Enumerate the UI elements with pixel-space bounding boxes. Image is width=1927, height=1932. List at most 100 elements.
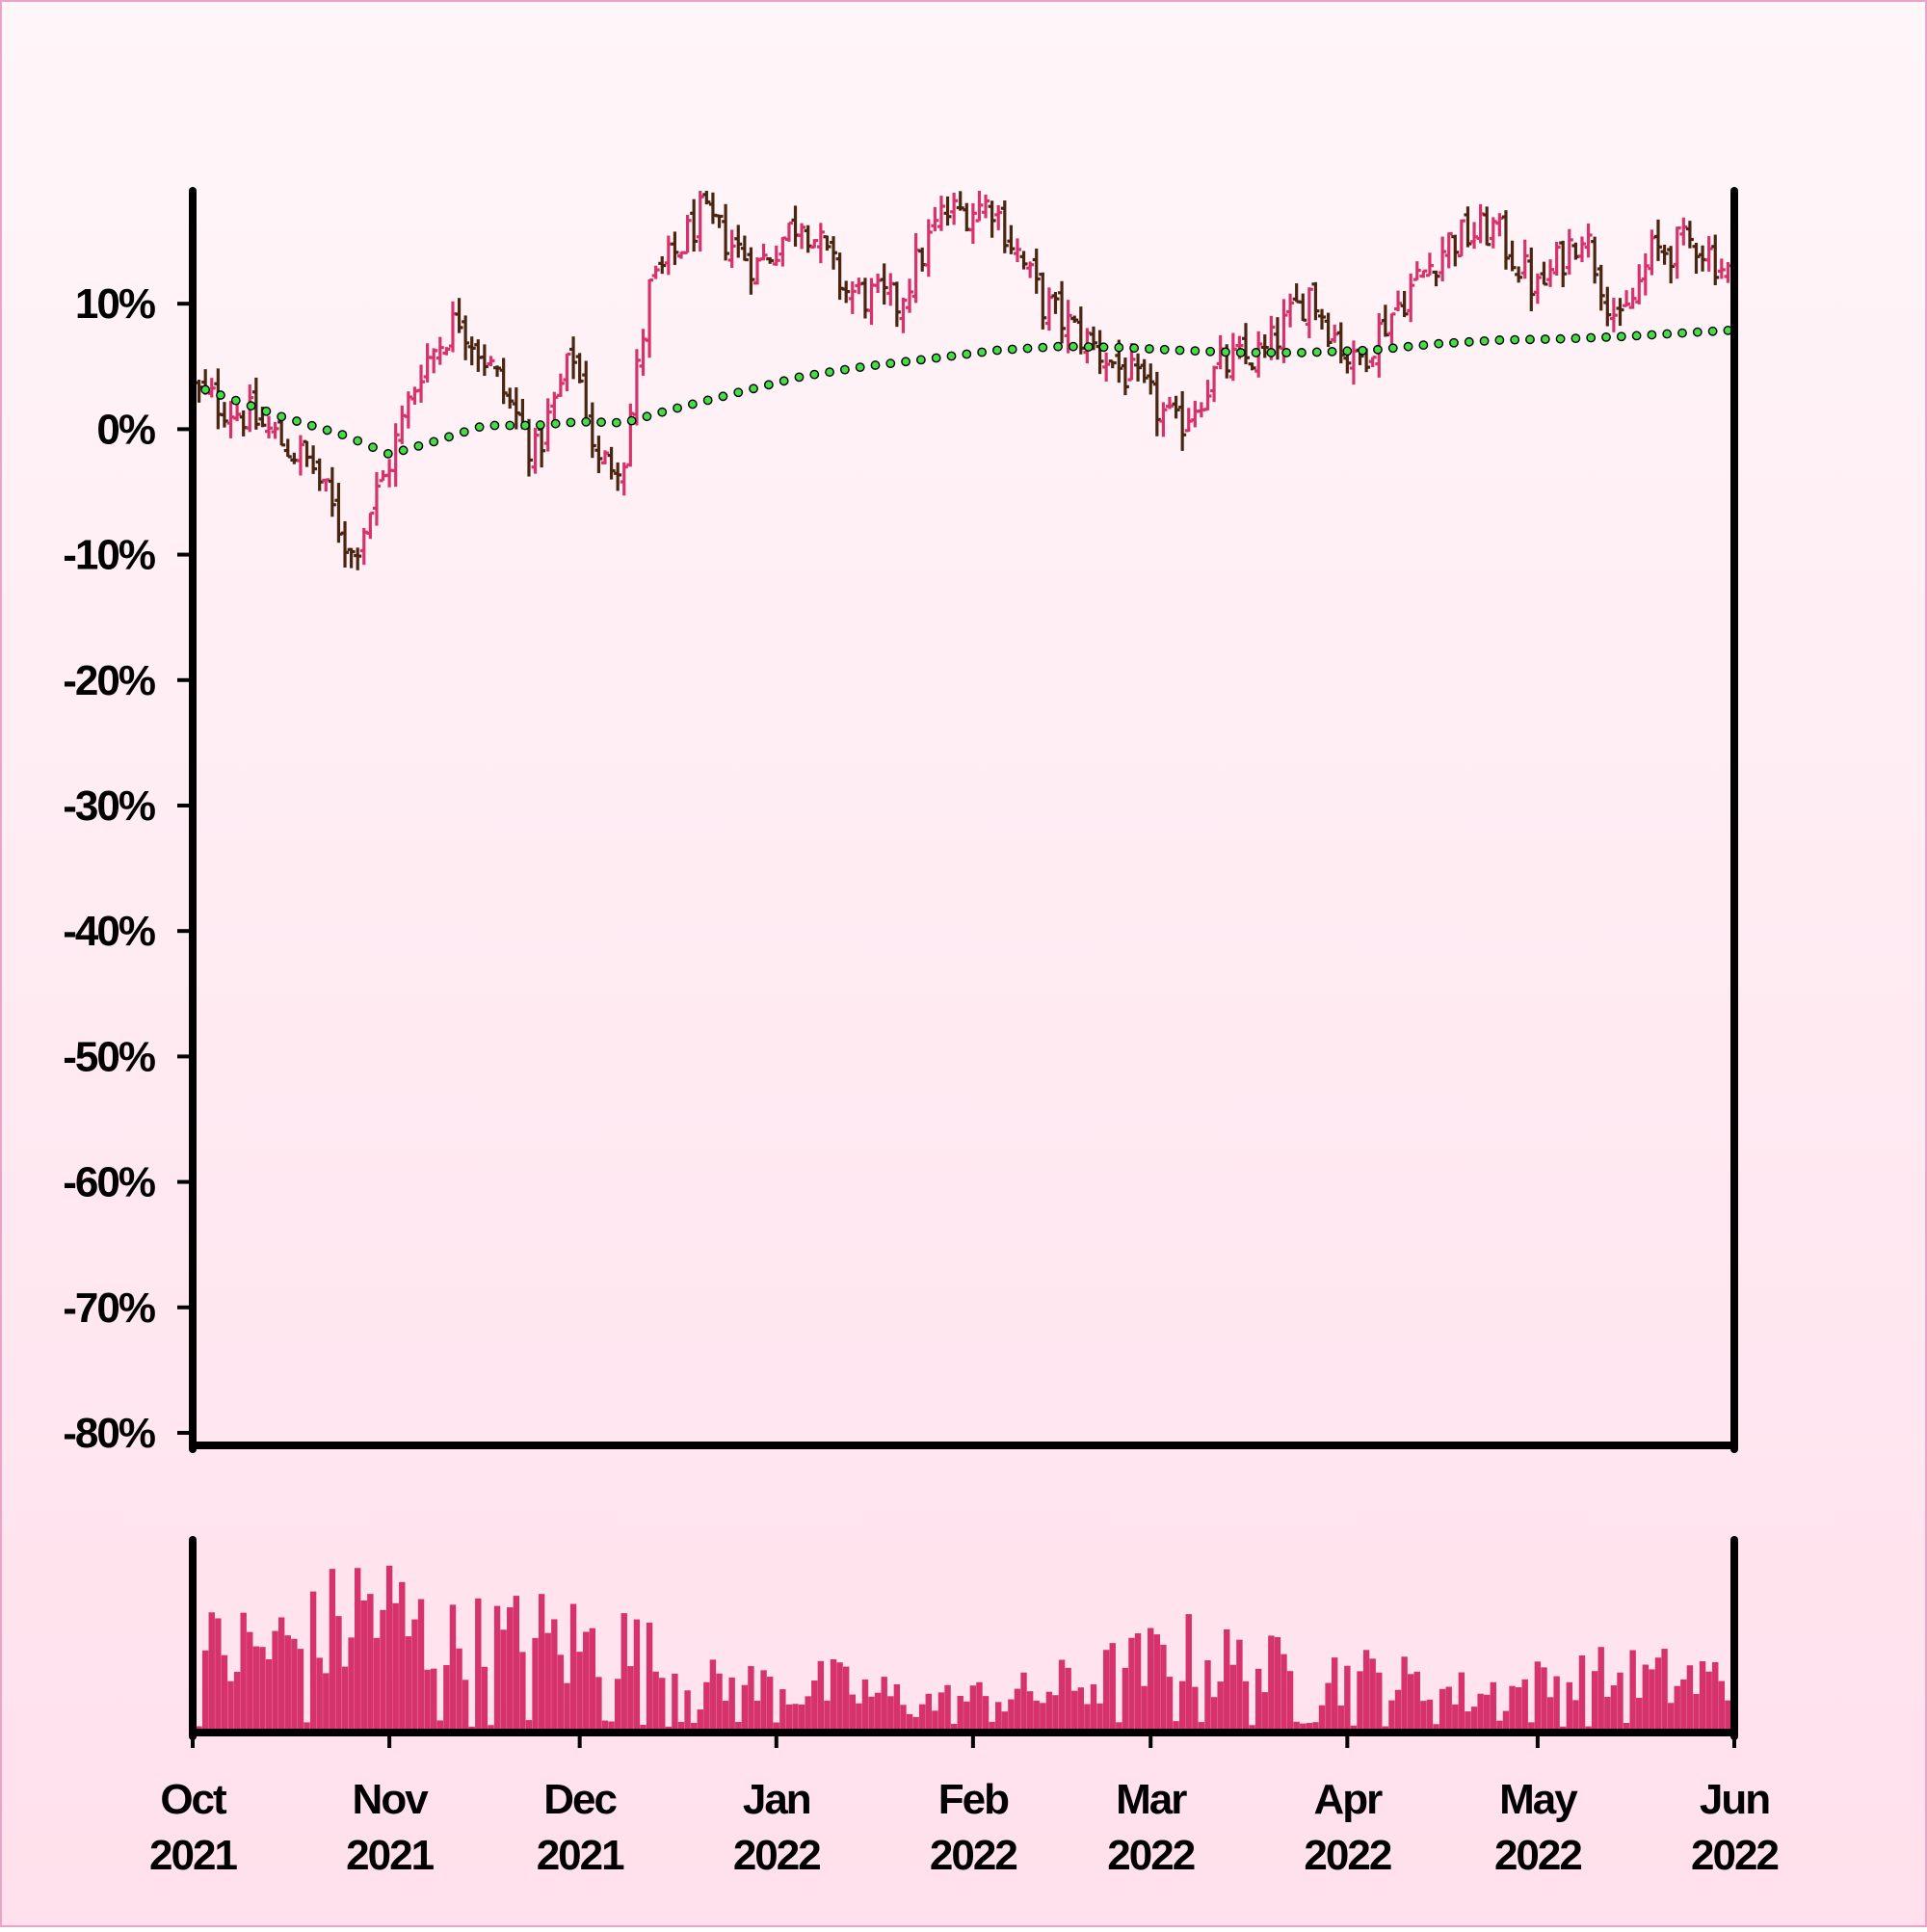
volume-panel (189, 1536, 1738, 1740)
volume-bar (475, 1598, 482, 1733)
ohlc-bar (487, 356, 495, 367)
volume-bar (424, 1669, 431, 1733)
xtick-month-label: Jun (1700, 1776, 1769, 1823)
volume-bar (982, 1696, 990, 1733)
volume-bar (868, 1696, 875, 1733)
moving-average-point (1434, 338, 1444, 349)
volume-bar (272, 1630, 278, 1733)
ohlc-bar (830, 236, 838, 270)
ohlc-bar (747, 247, 755, 295)
volume-bar (449, 1604, 457, 1733)
ohlc-bar (328, 466, 336, 517)
moving-average-point (1449, 337, 1459, 348)
volume-bar (1521, 1679, 1528, 1733)
ytick-label: -20% (63, 657, 155, 704)
volume-bar (569, 1603, 577, 1733)
volume-bar (1185, 1614, 1192, 1733)
volume-bar (1109, 1643, 1116, 1733)
volume-bar (1001, 1711, 1008, 1733)
ohlc-bar (1007, 225, 1016, 254)
volume-bar (247, 1631, 253, 1733)
moving-average-point (413, 440, 424, 451)
ohlc-bar (1673, 226, 1681, 279)
volume-bar (1420, 1701, 1427, 1733)
ohlc-bar (950, 192, 959, 225)
moving-average-point (763, 380, 774, 390)
ohlc-bar (1013, 238, 1021, 263)
volume-bar (1306, 1723, 1313, 1733)
ohlc-bar (1559, 240, 1568, 288)
volume-bar (481, 1666, 488, 1733)
volume-bar (856, 1703, 862, 1733)
volume-bar (690, 1722, 698, 1733)
ohlc-bar (354, 547, 362, 570)
moving-average-point (1327, 346, 1337, 357)
ohlc-bar (1520, 239, 1529, 279)
volume-bar (1280, 1654, 1287, 1733)
volume-bar (1077, 1687, 1085, 1733)
volume-bar (1629, 1650, 1636, 1733)
ohlc-bar (1597, 264, 1605, 311)
volume-bar (1312, 1722, 1319, 1733)
volume-bar (659, 1678, 666, 1733)
volume-bar (583, 1631, 590, 1733)
volume-bar (525, 1720, 533, 1733)
volume-bar (1026, 1691, 1034, 1733)
moving-average-point (489, 420, 500, 431)
volume-bar (1160, 1644, 1167, 1733)
volume-bar (640, 1724, 647, 1733)
ohlc-bar (994, 204, 1003, 230)
moving-average-point (749, 384, 758, 394)
moving-average-point (642, 411, 652, 422)
volume-bar (1198, 1722, 1205, 1733)
xtick-year-label: 2021 (149, 1832, 237, 1879)
volume-bar (1566, 1681, 1573, 1733)
volume-bar (1484, 1694, 1491, 1733)
ohlc-bar (265, 415, 274, 438)
ohlc-bar (1603, 286, 1612, 327)
ohlc-bar (816, 223, 825, 264)
ohlc-bar (1039, 272, 1047, 330)
volume-bar (373, 1637, 381, 1733)
ohlc-bar (1394, 290, 1403, 311)
ohlc-bar (1000, 200, 1009, 253)
moving-average-point (839, 364, 850, 375)
moving-average-point (1281, 348, 1292, 357)
volume-bar (1426, 1699, 1434, 1733)
volume-bar (728, 1677, 735, 1733)
volume-bar (1204, 1659, 1211, 1733)
volume-bar (601, 1720, 609, 1733)
moving-average-point (779, 376, 789, 386)
moving-average-point (901, 357, 911, 367)
volume-bar (1477, 1693, 1484, 1733)
ohlc-bar (1451, 234, 1460, 267)
ohlc-bar (1653, 219, 1662, 261)
ohlc-bar (1019, 251, 1028, 270)
moving-average-point (1616, 331, 1626, 342)
moving-average-point (809, 369, 820, 380)
ohlc-bar (1501, 210, 1510, 270)
volume-bar (1357, 1671, 1363, 1733)
moving-average-point (1555, 333, 1566, 344)
moving-average-point (1525, 334, 1535, 345)
volume-bar (969, 1685, 977, 1733)
volume-bar (1413, 1671, 1420, 1733)
moving-average-point (1387, 343, 1398, 354)
volume-bar (824, 1700, 831, 1733)
ohlc-bar (1089, 326, 1097, 351)
volume-bar (462, 1680, 469, 1733)
volume-bar (1674, 1685, 1680, 1733)
volume-bar (1173, 1721, 1179, 1733)
ohlc-bar (1318, 308, 1327, 331)
volume-bar (493, 1605, 501, 1733)
moving-average-point (687, 399, 698, 410)
moving-average-point (459, 427, 469, 437)
ohlc-bar (1641, 252, 1650, 296)
moving-average-point (885, 358, 896, 369)
ohlc-bar (1540, 261, 1548, 286)
volume-bar (1058, 1659, 1066, 1733)
volume-bar (1293, 1721, 1300, 1733)
volume-bar (1439, 1688, 1446, 1733)
xtick-year-label: 2022 (930, 1832, 1016, 1879)
